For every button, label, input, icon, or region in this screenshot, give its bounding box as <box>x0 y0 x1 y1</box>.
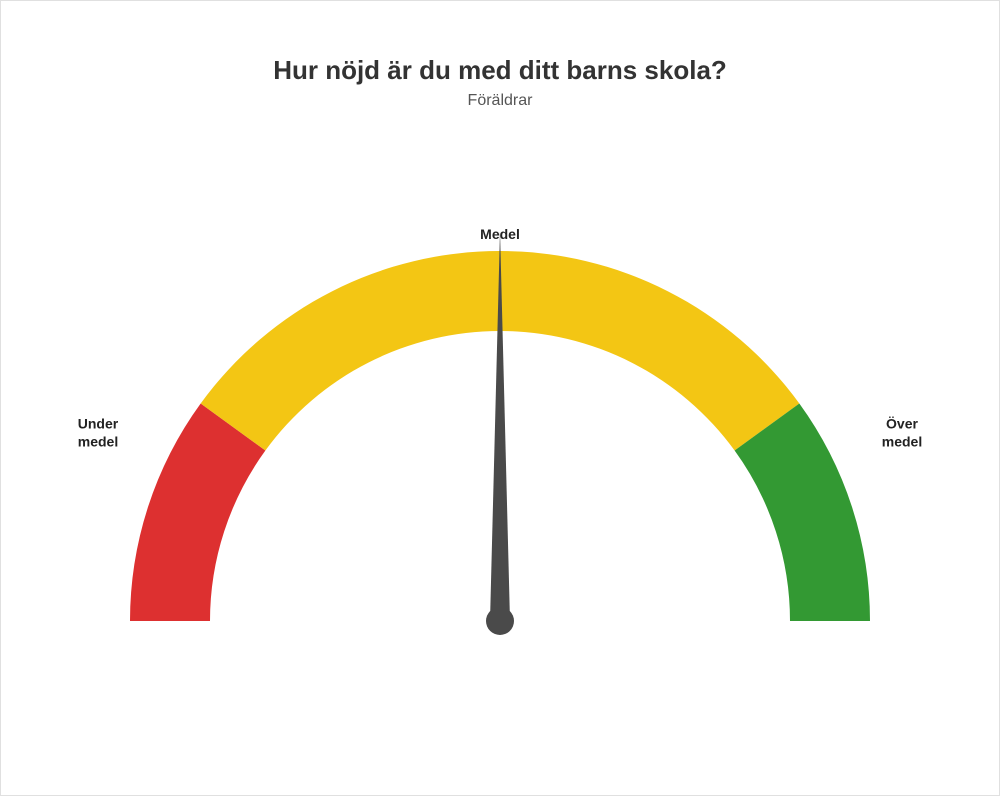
gauge-chart: Medel Under medel Över medel <box>1 151 999 711</box>
gauge-segment-over-medel <box>735 404 870 621</box>
gauge-label-right-2: medel <box>882 434 922 450</box>
gauge-label-right-1: Över <box>886 416 918 432</box>
gauge-pivot <box>486 607 514 635</box>
gauge-segment-under-medel <box>130 404 265 621</box>
chart-subtitle: Föräldrar <box>1 92 999 110</box>
gauge-label-center: Medel <box>480 226 520 242</box>
gauge-label-left-1: Under <box>78 416 119 432</box>
gauge-svg: Medel Under medel Över medel <box>50 151 950 711</box>
chart-card: Hur nöjd är du med ditt barns skola? För… <box>0 0 1000 796</box>
chart-title: Hur nöjd är du med ditt barns skola? <box>1 55 999 86</box>
gauge-label-left-2: medel <box>78 434 118 450</box>
